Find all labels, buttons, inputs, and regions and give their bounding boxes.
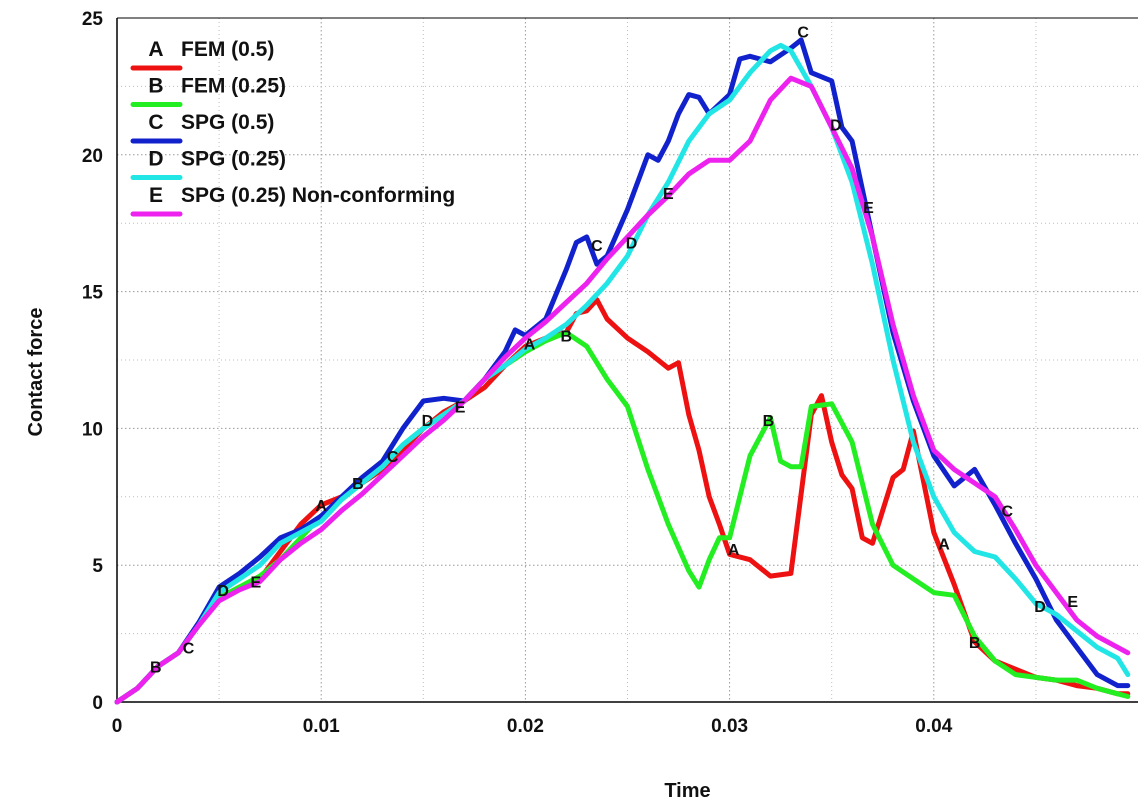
curve-marker-e: E [251,575,262,592]
curve-marker-c: C [1002,503,1014,520]
curve-marker-c: C [591,238,603,255]
series-line-e [114,75,1131,705]
curve-marker-d: D [1034,599,1046,616]
x-tick-label: 0.03 [711,716,748,737]
x-tick-label: 0.01 [303,716,340,737]
legend-marker: B [148,75,163,98]
legend-marker: D [148,148,163,171]
curve-marker-c: C [797,25,809,42]
curve-marker-a: A [315,498,327,515]
curve-marker-b: B [352,476,364,493]
curve-marker-a: A [938,536,950,553]
curve-marker-e: E [863,200,874,217]
curve-marker-d: D [830,118,842,135]
plot-frame [116,17,1138,703]
curve-marker-c: C [183,640,195,657]
legend-label: FEM (0.5) [181,38,274,61]
legend-marker: C [148,111,163,134]
series-line-a [114,297,1131,705]
legend: A FEM (0.5) B FEM (0.25) C SPG (0.5) D SPG (0.2… [130,38,455,217]
legend-label: FEM (0.25) [181,75,286,98]
curve-marker-d: D [422,413,434,430]
x-tick-label: 0.04 [915,716,952,737]
curve-marker-d: D [626,235,638,252]
y-tick-label: 0 [92,693,103,714]
y-tick-label: 5 [92,556,103,577]
legend-label: SPG (0.25) [181,148,286,171]
x-axis-label: Time [664,780,710,802]
y-tick-label: 15 [82,283,104,304]
x-tick-label: 0 [112,716,123,737]
curve-marker-b: B [150,659,162,676]
curve-marker-c: C [387,449,399,466]
legend-marker: E [149,184,163,207]
series-line-b [114,330,1131,705]
y-tick-label: 25 [82,9,104,30]
curve-marker-a: A [728,542,740,559]
y-tick-label: 20 [82,146,103,167]
y-tick-label: 10 [82,419,103,440]
x-tick-labels: 0 0.01 0.02 0.03 0.04 [112,716,953,737]
y-axis-label: Contact force [25,308,47,437]
y-tick-labels: 0 5 10 15 20 25 [82,9,104,714]
curve-marker-b: B [969,635,981,652]
x-tick-label: 0.02 [507,716,544,737]
legend-label: SPG (0.25) Non-conforming [181,184,455,207]
series-lines [114,37,1131,705]
legend-label: SPG (0.5) [181,111,274,134]
series-line-d [114,42,1131,705]
legend-marker: A [148,38,163,61]
curve-marker-e: E [663,186,674,203]
curve-marker-b: B [763,413,775,430]
curve-marker-b: B [560,328,572,345]
series-line-c [114,37,1131,705]
curve-marker-e: E [1067,594,1078,611]
curve-marker-a: A [524,337,536,354]
curve-marker-d: D [217,583,229,600]
curve-marker-e: E [455,400,466,417]
